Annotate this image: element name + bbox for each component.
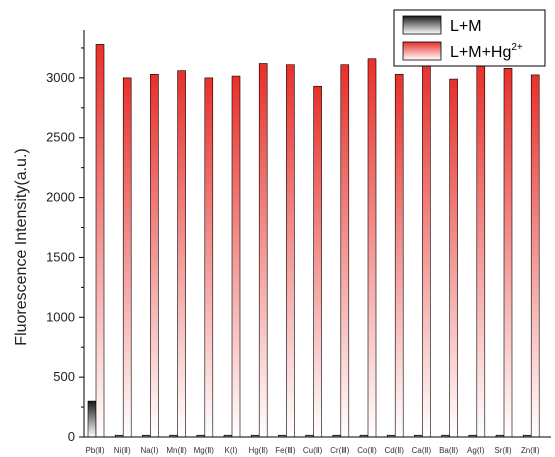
bar-l-m-hg-13 <box>449 78 458 438</box>
x-tick-label-5: K(Ⅰ) <box>224 446 237 455</box>
legend-swatch-l-m-hg <box>402 41 442 61</box>
bar-l-m-hg-15 <box>503 68 513 438</box>
bar-l-m-hg-16 <box>530 74 540 438</box>
bar-l-m-hg-3 <box>177 70 186 438</box>
bar-l-m-hg-5 <box>231 75 241 438</box>
x-tick-label-13: Ba(Ⅱ) <box>439 446 458 455</box>
x-tick-label-0: Pb(Ⅱ) <box>85 446 104 455</box>
x-tick-label-10: Co(Ⅱ) <box>357 446 377 455</box>
bar-l-m-hg-10 <box>367 58 377 438</box>
bar-l-m-hg-6 <box>258 63 268 438</box>
bar-l-m-hg-4 <box>204 77 214 438</box>
x-tick-label-8: Cu(Ⅱ) <box>303 446 323 455</box>
legend-label-l-m-hg: L+M+Hg2+ <box>450 42 523 61</box>
bar-l-m-hg-12 <box>422 63 431 438</box>
legend-label-l-m: L+M <box>450 18 482 35</box>
y-tick-label-0: 0 <box>68 429 75 444</box>
bar-l-m-hg-8 <box>313 85 322 438</box>
y-tick-label-4: 2000 <box>46 190 75 205</box>
x-tick-label-7: Fe(Ⅲ) <box>275 446 296 455</box>
x-tick-label-6: Hg(Ⅱ) <box>248 446 268 455</box>
x-tick-label-9: Cr(Ⅲ) <box>330 446 350 455</box>
x-tick-label-1: Ni(Ⅱ) <box>114 446 131 455</box>
bar-l-m-hg-2 <box>150 73 159 438</box>
bar-l-m-hg-9 <box>340 64 350 438</box>
bar-l-m-hg-0 <box>95 44 105 438</box>
x-tick-label-2: Na(Ⅰ) <box>140 446 158 455</box>
x-tick-label-11: Cd(Ⅱ) <box>384 446 404 455</box>
x-tick-label-15: Sr(Ⅱ) <box>494 446 512 455</box>
bar-l-m-hg-1 <box>122 77 132 438</box>
x-tick-label-12: Ca(Ⅱ) <box>412 446 432 455</box>
bars <box>87 44 540 438</box>
x-tick-label-3: Mn(Ⅱ) <box>166 446 187 455</box>
x-axis: Pb(Ⅱ) Ni(Ⅱ) Na(Ⅰ) Mn(Ⅱ) Mg(Ⅱ) K(Ⅰ) Hg(Ⅱ) Fe(Ⅲ) C… <box>84 436 551 455</box>
y-tick-label-6: 3000 <box>46 70 75 85</box>
bar-l-m-0 <box>87 400 97 438</box>
y-tick-label-2: 1000 <box>46 309 75 324</box>
y-tick-label-5: 2500 <box>46 130 75 145</box>
bar-l-m-hg-7 <box>286 64 295 438</box>
bar-l-m-hg-14 <box>476 65 486 438</box>
y-tick-label-3: 1500 <box>46 249 75 264</box>
y-axis: 0 500 1000 1500 2000 2500 3000 <box>46 30 85 444</box>
y-axis-label: Fluorescence Intensity(a.u.) <box>13 148 30 345</box>
x-tick-label-14: Ag(Ⅰ) <box>467 446 485 455</box>
y-tick-label-1: 500 <box>53 369 75 384</box>
legend: L+M L+M+Hg2+ <box>393 9 546 67</box>
bar-l-m-hg-11 <box>394 73 404 438</box>
x-tick-label-4: Mg(Ⅱ) <box>194 446 215 455</box>
legend-swatch-l-m <box>402 15 442 35</box>
x-tick-label-16: Zn(Ⅱ) <box>521 446 540 455</box>
